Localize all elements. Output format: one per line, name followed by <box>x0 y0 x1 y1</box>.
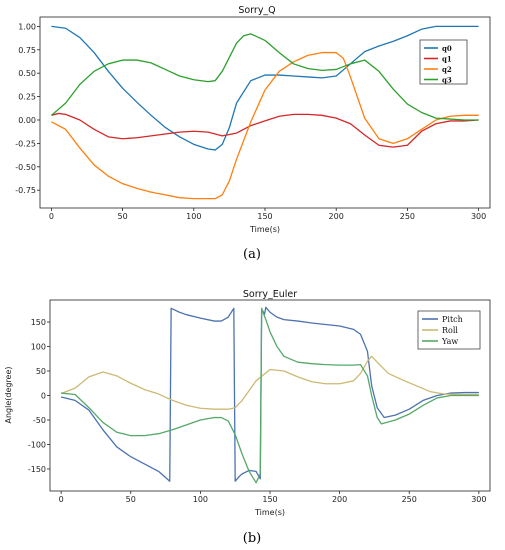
legend-label-pitch: Pitch <box>442 315 463 324</box>
legend-label-q1: q1 <box>442 54 452 63</box>
legend-label-roll: Roll <box>442 326 458 335</box>
caption-a: (a) <box>243 247 261 262</box>
chart-b-ticks: 0 50 100 150 200 250 300 -150 -100 -50 0 50 100 150 <box>28 318 487 504</box>
x-tick-label: 0 <box>59 495 64 504</box>
chart-a-ticks: 0 50 100 150 200 250 300 -0.75 -0.50 -0.25 0.00 0.2… <box>15 22 486 221</box>
legend-label-yaw: Yaw <box>441 337 458 346</box>
chart-a-plot-area <box>50 25 479 200</box>
chart-a-legend-box <box>419 39 468 85</box>
x-tick-label: 150 <box>257 212 272 221</box>
x-tick-label: 50 <box>126 495 136 504</box>
y-tick-label: -0.25 <box>15 139 36 148</box>
x-tick-label: 0 <box>49 212 54 221</box>
y-tick-label: -50 <box>33 416 46 425</box>
chart-b-legend: Pitch Roll Yaw <box>417 310 481 350</box>
chart-a-xlabel: Time(s) <box>249 225 280 234</box>
chart-b-xlabel: Time(s) <box>254 508 285 517</box>
y-tick-label: 0.75 <box>18 46 36 55</box>
y-tick-label: 0.25 <box>18 93 36 102</box>
legend-label-q0: q0 <box>442 44 452 53</box>
series-line-q0 <box>51 25 479 151</box>
series-line-q2 <box>51 51 479 200</box>
y-tick-label: 100 <box>31 343 46 352</box>
legend-label-q2: q2 <box>442 65 452 74</box>
chart-panel-a: Sorry_Q 0 50 100 150 200 250 300 -0.75 -0.50 -0.2… <box>15 5 491 234</box>
x-tick-label: 50 <box>118 212 128 221</box>
chart-b-plot-area <box>60 306 479 484</box>
x-tick-label: 150 <box>262 495 277 504</box>
y-tick-label: 0 <box>41 392 46 401</box>
series-line-pitch <box>60 306 479 482</box>
y-tick-label: -100 <box>28 440 46 449</box>
chart-b-ylabel: Angle(degree) <box>4 366 13 423</box>
x-tick-label: 200 <box>329 212 344 221</box>
y-tick-label: 0.00 <box>18 116 36 125</box>
caption-b: (b) <box>243 531 261 546</box>
x-tick-label: 200 <box>332 495 347 504</box>
x-tick-label: 100 <box>193 495 208 504</box>
y-tick-label: -150 <box>28 465 46 474</box>
series-line-q1 <box>51 112 479 148</box>
y-tick-label: -0.75 <box>15 186 36 195</box>
chart-b-title: Sorry_Euler <box>243 289 297 300</box>
chart-a-title: Sorry_Q <box>238 5 275 16</box>
y-tick-label: 150 <box>31 318 46 327</box>
series-line-yaw <box>61 307 479 484</box>
x-tick-label: 100 <box>186 212 201 221</box>
x-tick-label: 250 <box>402 495 417 504</box>
chart-panel-b: Sorry_Euler 0 50 100 150 200 250 300 -150 -100 -5… <box>4 289 491 517</box>
series-line-roll <box>60 355 479 410</box>
y-tick-label: -0.50 <box>15 163 36 172</box>
x-tick-label: 300 <box>471 495 486 504</box>
legend-label-q3: q3 <box>442 75 452 84</box>
y-tick-label: 50 <box>36 367 46 376</box>
y-tick-label: 1.00 <box>18 22 36 31</box>
y-tick-label: 0.50 <box>18 69 36 78</box>
series-line-q3 <box>50 33 479 121</box>
x-tick-label: 250 <box>400 212 415 221</box>
x-tick-label: 300 <box>471 212 486 221</box>
